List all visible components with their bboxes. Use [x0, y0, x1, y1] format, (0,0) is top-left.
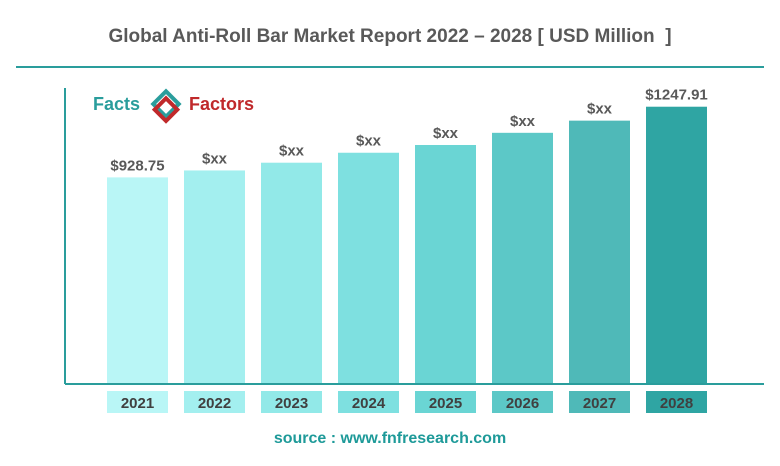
category-label-2026: 2026	[506, 395, 539, 412]
data-label-2023: $xx	[279, 143, 305, 160]
category-label-2023: 2023	[275, 395, 308, 412]
bars-group: $928.75 2021 $xx 2022 $xx 2023 $xx 2024 $xx 2025 $…	[107, 87, 708, 413]
category-label-2024: 2024	[352, 395, 386, 412]
bar-2028	[646, 106, 707, 384]
bar-2026	[492, 132, 553, 383]
logo-text-facts: Facts	[93, 94, 140, 114]
category-label-2028: 2028	[660, 395, 693, 412]
bar-2023	[261, 162, 322, 383]
bar-2025	[415, 144, 476, 383]
logo: Facts Factors	[93, 88, 254, 124]
data-label-2026: $xx	[510, 113, 536, 130]
category-box-2026	[492, 391, 553, 413]
category-box-2025	[415, 391, 476, 413]
logo-text-factors: Factors	[189, 94, 254, 114]
source-text: source : www.fnfresearch.com	[273, 430, 507, 447]
category-box-2021	[107, 391, 168, 413]
category-label-2027: 2027	[583, 395, 616, 412]
bar-2024	[338, 152, 399, 383]
data-label-2022: $xx	[202, 150, 228, 167]
data-label-2021: $928.75	[110, 157, 164, 174]
bar-2022	[184, 170, 245, 383]
category-label-2021: 2021	[121, 395, 154, 412]
category-box-2024	[338, 391, 399, 413]
category-label-2022: 2022	[198, 395, 231, 412]
data-label-2024: $xx	[356, 133, 382, 150]
data-label-2027: $xx	[587, 101, 613, 118]
bar-2027	[569, 120, 630, 384]
logo-mark-icon	[150, 88, 182, 124]
category-label-2025: 2025	[429, 395, 462, 412]
category-box-2028	[646, 391, 707, 413]
title-divider	[16, 66, 764, 68]
data-label-2025: $xx	[433, 125, 459, 142]
chart-title: Global Anti-Roll Bar Market Report 2022 …	[108, 26, 672, 47]
bar-2021	[107, 177, 168, 383]
category-box-2022	[184, 391, 245, 413]
data-label-2028: $1247.91	[645, 87, 708, 104]
category-box-2023	[261, 391, 322, 413]
category-box-2027	[569, 391, 630, 413]
